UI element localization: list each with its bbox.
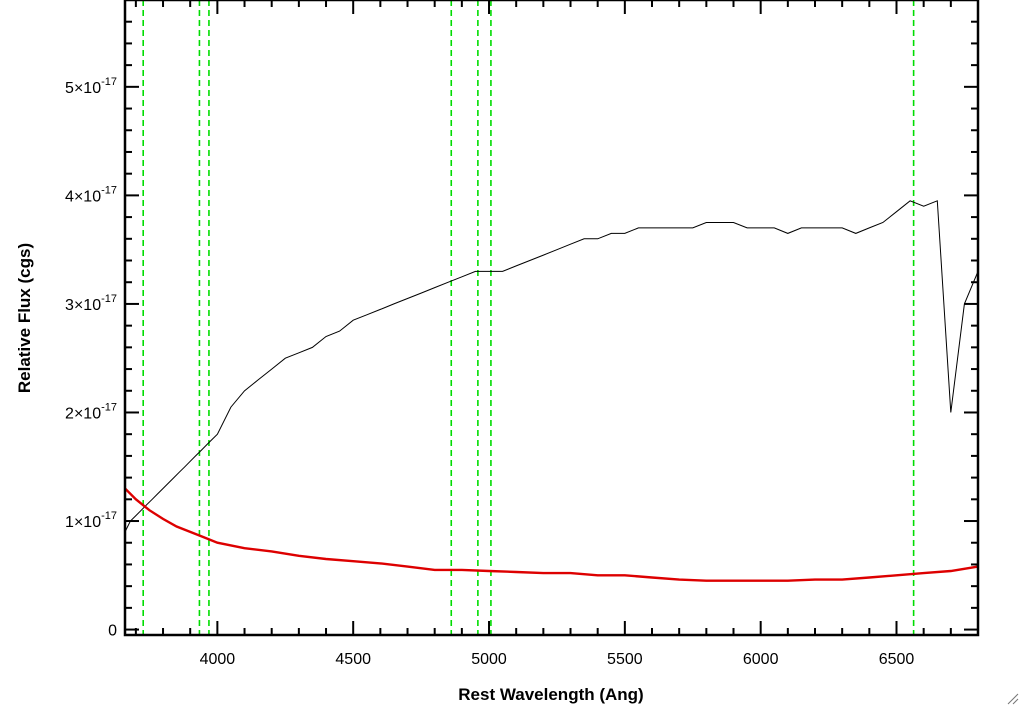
y-tick-label: 3×10-17 (65, 293, 117, 314)
x-tick-label: 5000 (471, 651, 507, 668)
x-tick-label: 4000 (200, 651, 236, 668)
plot-frame (123, 0, 980, 637)
reference-lines (142, 0, 915, 635)
y-tick-label: 0 (108, 623, 117, 640)
y-axis-title: Relative Flux (cgs) (15, 243, 34, 393)
y-tick-label: 1×10-17 (65, 510, 117, 531)
y-tick-label: 5×10-17 (65, 76, 117, 97)
tick-labels: 4000 4500 5000 5500 6000 6500 0 1×10-17 2×10-17 3… (65, 76, 914, 668)
series-line-spectrum (124, 200, 979, 533)
x-tick-label: 6000 (743, 651, 779, 668)
x-tick-label: 5500 (607, 651, 643, 668)
y-tick-label: 2×10-17 (65, 401, 117, 422)
x-axis-title: Rest Wavelength (Ang) (458, 685, 643, 704)
series-layer (124, 200, 979, 582)
x-tick-label: 6500 (879, 651, 915, 668)
resize-grip-icon[interactable] (1007, 693, 1019, 705)
series-line-error (124, 487, 979, 582)
y-tick-label: 4×10-17 (65, 184, 117, 205)
axes (123, 0, 980, 637)
x-tick-label: 4500 (335, 651, 371, 668)
